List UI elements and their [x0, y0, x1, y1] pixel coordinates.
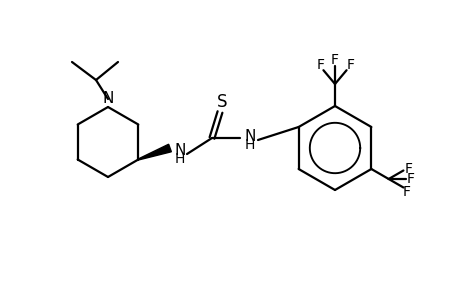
Text: N: N — [102, 91, 113, 106]
Text: N: N — [174, 142, 185, 158]
Text: F: F — [346, 58, 354, 72]
Text: F: F — [402, 185, 409, 200]
Polygon shape — [138, 144, 171, 160]
Text: F: F — [316, 58, 324, 72]
Text: H: H — [244, 138, 255, 152]
Text: H: H — [174, 152, 185, 166]
Text: F: F — [330, 53, 338, 67]
Text: N: N — [244, 128, 255, 143]
Text: F: F — [406, 172, 414, 186]
Text: F: F — [403, 161, 412, 176]
Text: S: S — [216, 93, 227, 111]
